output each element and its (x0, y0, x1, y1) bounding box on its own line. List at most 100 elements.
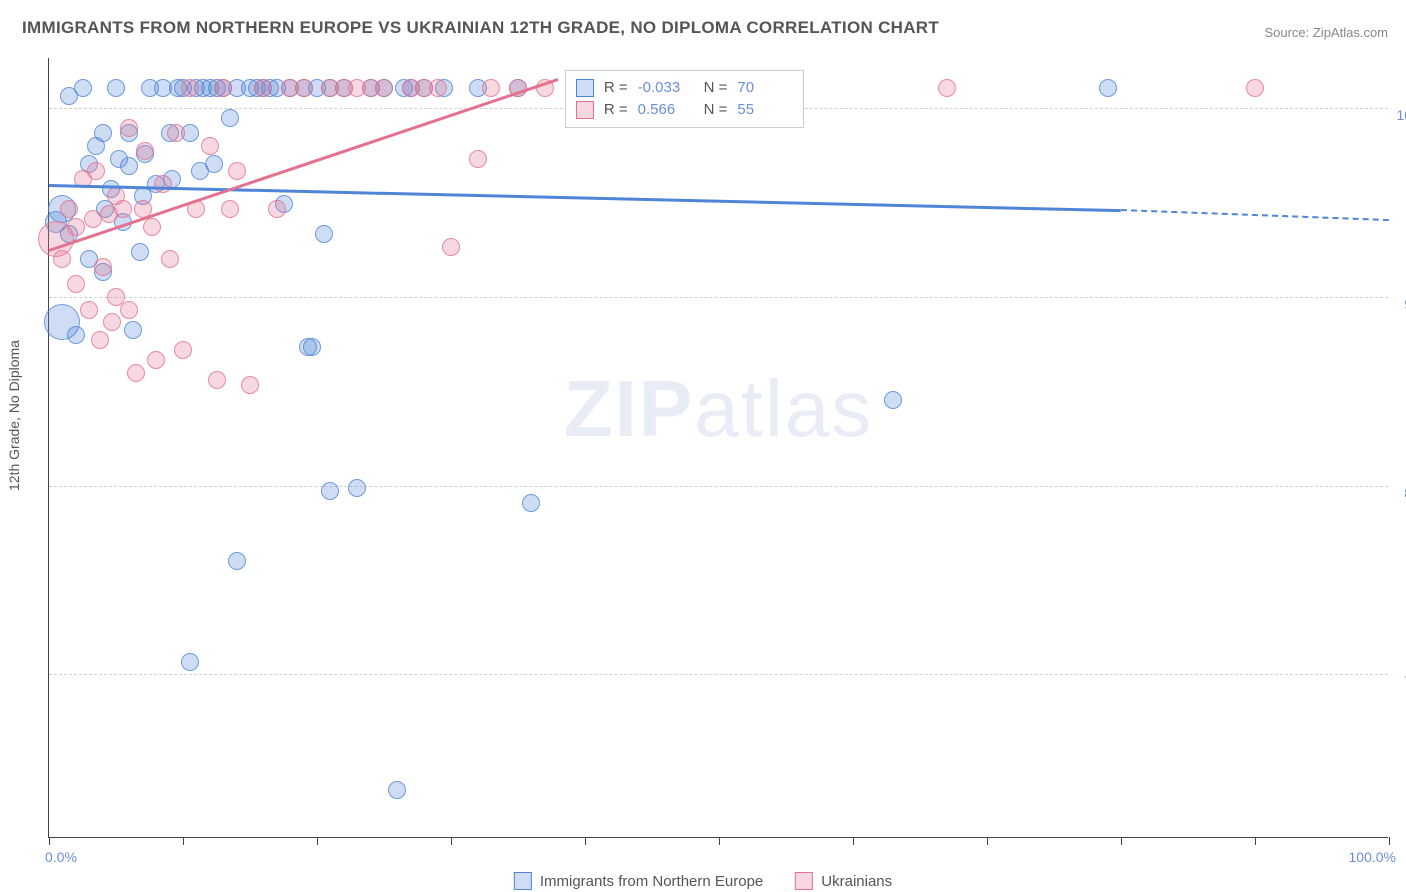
legend-item-series1: Immigrants from Northern Europe (514, 872, 763, 890)
data-point (315, 225, 333, 243)
stats-row: R = -0.033 N = 70 (576, 77, 794, 99)
data-point (228, 552, 246, 570)
data-point (120, 301, 138, 319)
stats-n-label: N = (704, 101, 728, 118)
data-point (127, 364, 145, 382)
data-point (120, 119, 138, 137)
stats-r-value: -0.033 (638, 79, 694, 96)
trend-line (1121, 209, 1389, 221)
legend-item-series2: Ukrainians (795, 872, 892, 890)
data-point (1099, 79, 1117, 97)
data-point (174, 341, 192, 359)
data-point (181, 653, 199, 671)
x-tick (987, 837, 988, 845)
data-point (214, 79, 232, 97)
data-point (254, 79, 272, 97)
stats-n-value: 70 (737, 79, 793, 96)
data-point (167, 124, 185, 142)
data-point (522, 494, 540, 512)
data-point (208, 371, 226, 389)
data-point (442, 238, 460, 256)
legend-label-series2: Ukrainians (821, 873, 892, 890)
data-point (348, 479, 366, 497)
data-point (107, 79, 125, 97)
data-point (67, 326, 85, 344)
data-point (80, 301, 98, 319)
legend-swatch-series1 (514, 872, 532, 890)
data-point (74, 79, 92, 97)
data-point (295, 79, 313, 97)
data-point (375, 79, 393, 97)
data-point (67, 218, 85, 236)
x-tick (853, 837, 854, 845)
stats-r-value: 0.566 (638, 101, 694, 118)
gridline (49, 297, 1388, 298)
data-point (131, 243, 149, 261)
x-min-label: 0.0% (45, 849, 77, 865)
data-point (321, 482, 339, 500)
data-point (221, 200, 239, 218)
data-point (221, 109, 239, 127)
stats-swatch (576, 79, 594, 97)
data-point (67, 275, 85, 293)
data-point (60, 200, 78, 218)
data-point (91, 331, 109, 349)
gridline (49, 674, 1388, 675)
data-point (143, 218, 161, 236)
data-point (884, 391, 902, 409)
plot-area: ZIPatlas 77.5%85.0%92.5%100.0%0.0%100.0%… (48, 58, 1388, 838)
x-tick (585, 837, 586, 845)
x-tick (1255, 837, 1256, 845)
data-point (53, 250, 71, 268)
bottom-legend: Immigrants from Northern Europe Ukrainia… (514, 872, 892, 890)
chart-title: IMMIGRANTS FROM NORTHERN EUROPE VS UKRAI… (22, 18, 939, 38)
stats-r-label: R = (604, 101, 628, 118)
stats-n-label: N = (704, 79, 728, 96)
data-point (938, 79, 956, 97)
data-point (469, 150, 487, 168)
stats-n-value: 55 (737, 101, 793, 118)
watermark: ZIPatlas (564, 363, 873, 455)
gridline (49, 486, 1388, 487)
data-point (154, 175, 172, 193)
x-tick (49, 837, 50, 845)
data-point (147, 351, 165, 369)
legend-swatch-series2 (795, 872, 813, 890)
data-point (303, 338, 321, 356)
data-point (103, 313, 121, 331)
y-axis-title: 12th Grade, No Diploma (6, 340, 22, 491)
x-tick (719, 837, 720, 845)
data-point (205, 155, 223, 173)
data-point (228, 162, 246, 180)
data-point (136, 142, 154, 160)
x-tick (183, 837, 184, 845)
x-tick (451, 837, 452, 845)
stats-r-label: R = (604, 79, 628, 96)
stats-box: R = -0.033 N = 70 R = 0.566 N = 55 (565, 70, 805, 128)
data-point (94, 124, 112, 142)
stats-swatch (576, 101, 594, 119)
y-tick-label: 100.0% (1397, 107, 1406, 123)
data-point (124, 321, 142, 339)
x-tick (1121, 837, 1122, 845)
data-point (268, 200, 286, 218)
data-point (114, 200, 132, 218)
stats-row: R = 0.566 N = 55 (576, 99, 794, 121)
data-point (429, 79, 447, 97)
chart-source: Source: ZipAtlas.com (1264, 25, 1388, 40)
data-point (87, 162, 105, 180)
x-tick (317, 837, 318, 845)
data-point (388, 781, 406, 799)
x-tick (1389, 837, 1390, 845)
data-point (161, 250, 179, 268)
legend-label-series1: Immigrants from Northern Europe (540, 873, 763, 890)
data-point (181, 79, 199, 97)
data-point (94, 258, 112, 276)
x-max-label: 100.0% (1349, 849, 1396, 865)
data-point (1246, 79, 1264, 97)
watermark-atlas: atlas (694, 364, 873, 453)
data-point (241, 376, 259, 394)
data-point (482, 79, 500, 97)
data-point (120, 157, 138, 175)
watermark-zip: ZIP (564, 364, 694, 453)
